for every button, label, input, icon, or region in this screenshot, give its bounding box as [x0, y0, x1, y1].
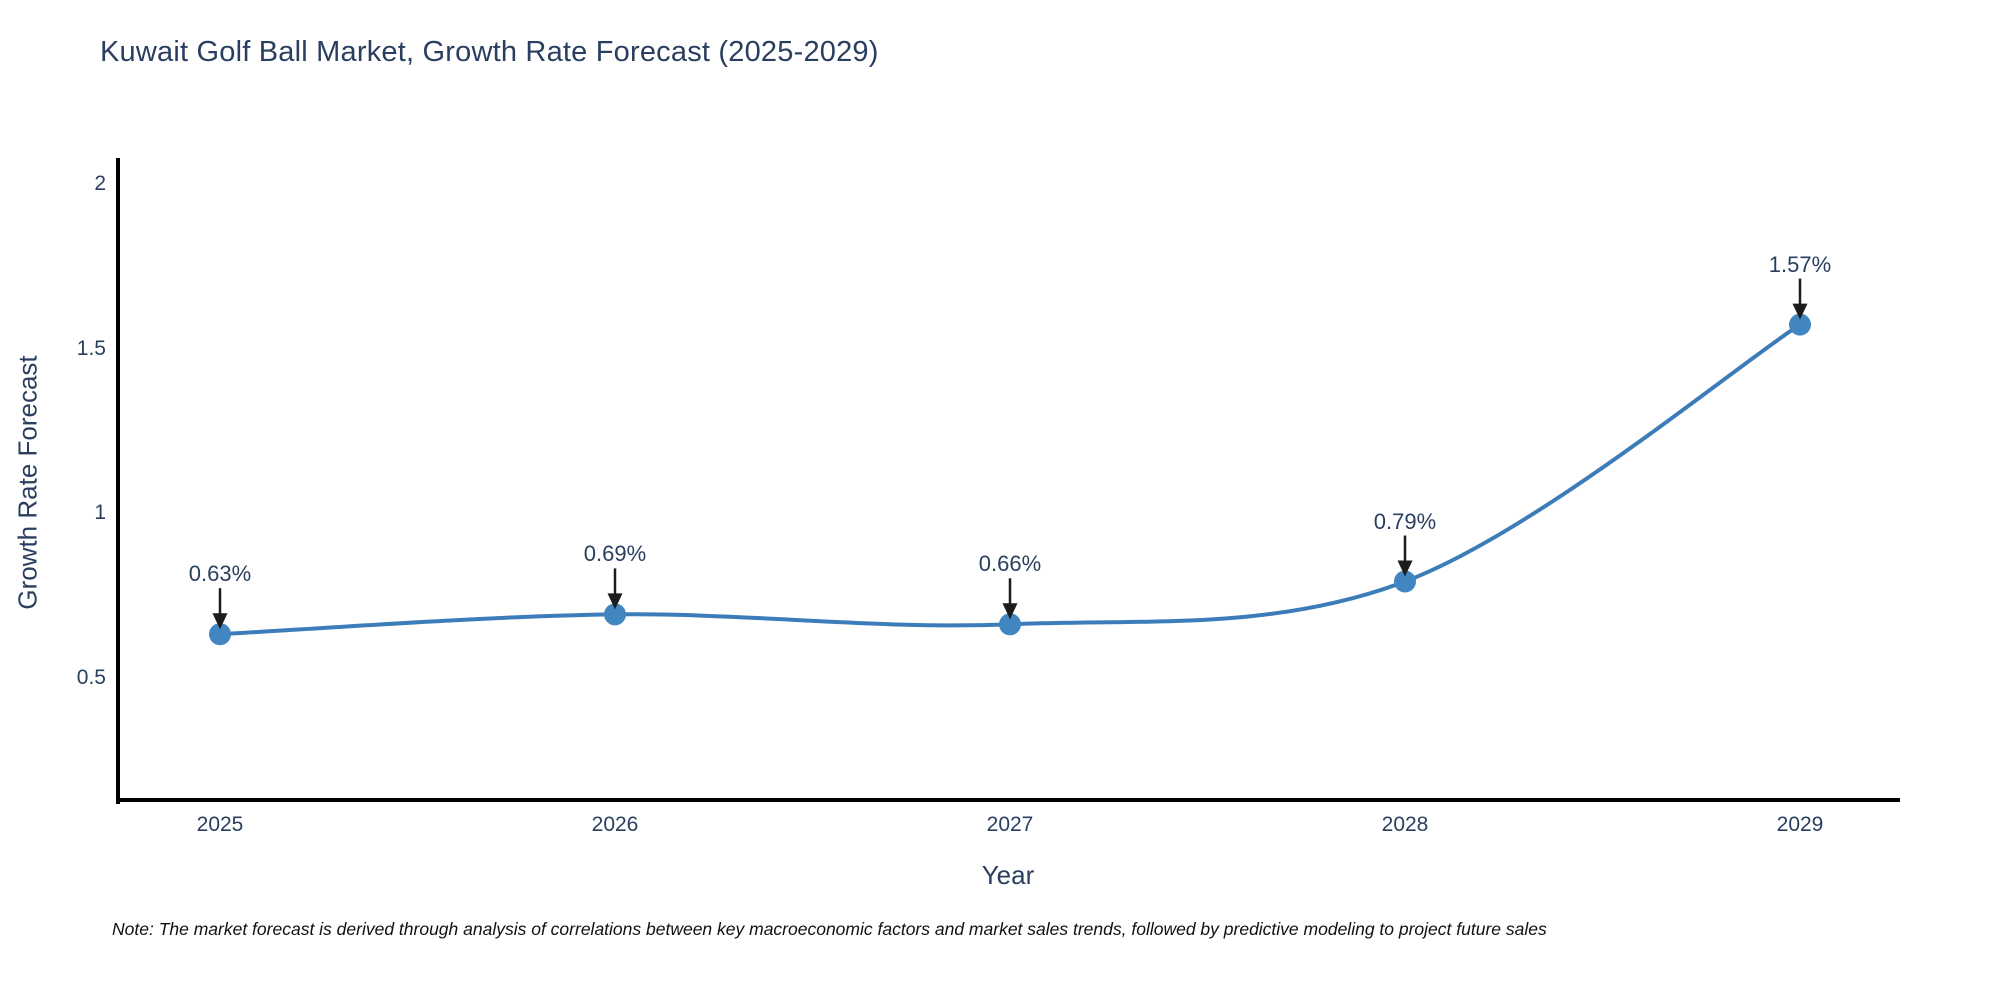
- annotation-label: 0.69%: [583, 541, 647, 567]
- series-layer: [209, 313, 1811, 646]
- footnote: Note: The market forecast is derived thr…: [112, 919, 1547, 939]
- data-point-marker: [604, 603, 626, 626]
- x-tick-label: 2029: [1776, 813, 1824, 836]
- x-axis-line: [116, 798, 1900, 802]
- y-axis-line: [116, 158, 120, 804]
- annotation-arrow-head: [1792, 303, 1808, 320]
- annotation-arrow-head: [1397, 560, 1413, 577]
- data-point-marker: [209, 623, 231, 646]
- annotation-label: 0.63%: [188, 561, 252, 587]
- y-tick-label: 1: [94, 501, 106, 525]
- annotation-arrow-head: [212, 613, 228, 630]
- y-tick-label: 0.5: [76, 666, 106, 689]
- data-point-marker: [1789, 313, 1811, 336]
- x-tick-label: 2028: [1381, 813, 1429, 836]
- y-tick-label: 1.5: [76, 336, 106, 360]
- x-tick-label: 2025: [196, 813, 244, 836]
- annotation-label: 0.66%: [978, 551, 1042, 577]
- annotation-label: 1.57%: [1768, 251, 1832, 277]
- data-point-marker: [1394, 570, 1416, 593]
- y-tick-label: 2: [94, 172, 106, 195]
- x-tick-label: 2027: [986, 813, 1034, 836]
- annotation-arrow-head: [607, 593, 623, 610]
- annotation-arrows: [212, 278, 1808, 630]
- data-point-marker: [999, 613, 1021, 636]
- x-tick-label: 2026: [591, 813, 639, 836]
- chart-title: Kuwait Golf Ball Market, Growth Rate For…: [100, 36, 879, 68]
- annotation-label: 0.79%: [1373, 508, 1437, 534]
- annotation-arrow-head: [1002, 603, 1018, 620]
- x-axis-title: Year: [981, 860, 1035, 890]
